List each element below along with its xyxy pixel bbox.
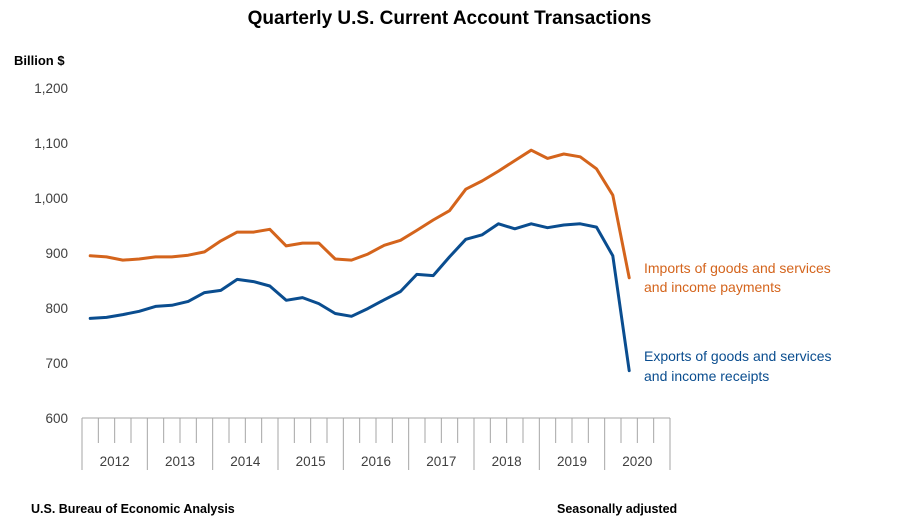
x-tick-label: 2015 bbox=[296, 454, 326, 469]
y-axis-label: Billion $ bbox=[14, 53, 65, 68]
y-tick-label: 1,100 bbox=[34, 136, 68, 151]
y-tick-label: 600 bbox=[45, 411, 68, 426]
x-tick-label: 2013 bbox=[165, 454, 195, 469]
y-tick-label: 1,200 bbox=[34, 81, 68, 96]
x-tick-label: 2019 bbox=[557, 454, 587, 469]
source-note: U.S. Bureau of Economic Analysis bbox=[31, 502, 235, 516]
adjustment-note: Seasonally adjusted bbox=[557, 502, 678, 516]
x-tick-label: 2020 bbox=[622, 454, 652, 469]
series-label-0: Imports of goods and services bbox=[644, 260, 831, 276]
x-tick-label: 2018 bbox=[492, 454, 522, 469]
y-tick-label: 700 bbox=[45, 356, 68, 371]
series-lines bbox=[88, 148, 631, 373]
x-tick-label: 2014 bbox=[230, 454, 261, 469]
x-tick-label: 2017 bbox=[426, 454, 456, 469]
x-tick-label: 2012 bbox=[100, 454, 130, 469]
y-axis-ticks: 600 700 800 900 1,000 1,100 1,200 bbox=[34, 81, 68, 426]
series-labels: Imports of goods and services and income … bbox=[644, 260, 832, 384]
chart-title: Quarterly U.S. Current Account Transacti… bbox=[247, 8, 652, 29]
x-tick-label: 2016 bbox=[361, 454, 391, 469]
y-tick-label: 1,000 bbox=[34, 191, 68, 206]
series-line-0 bbox=[88, 148, 631, 280]
y-tick-label: 800 bbox=[45, 301, 68, 316]
y-tick-label: 900 bbox=[45, 246, 68, 261]
series-line-1 bbox=[88, 222, 631, 373]
series-label-1: Exports of goods and services bbox=[644, 348, 832, 364]
series-label-1: and income receipts bbox=[644, 368, 769, 384]
x-axis: 2012 2013 2014 2015 2016 2017 2018 2019 2020 bbox=[81, 417, 671, 470]
series-label-0: and income payments bbox=[644, 279, 781, 295]
